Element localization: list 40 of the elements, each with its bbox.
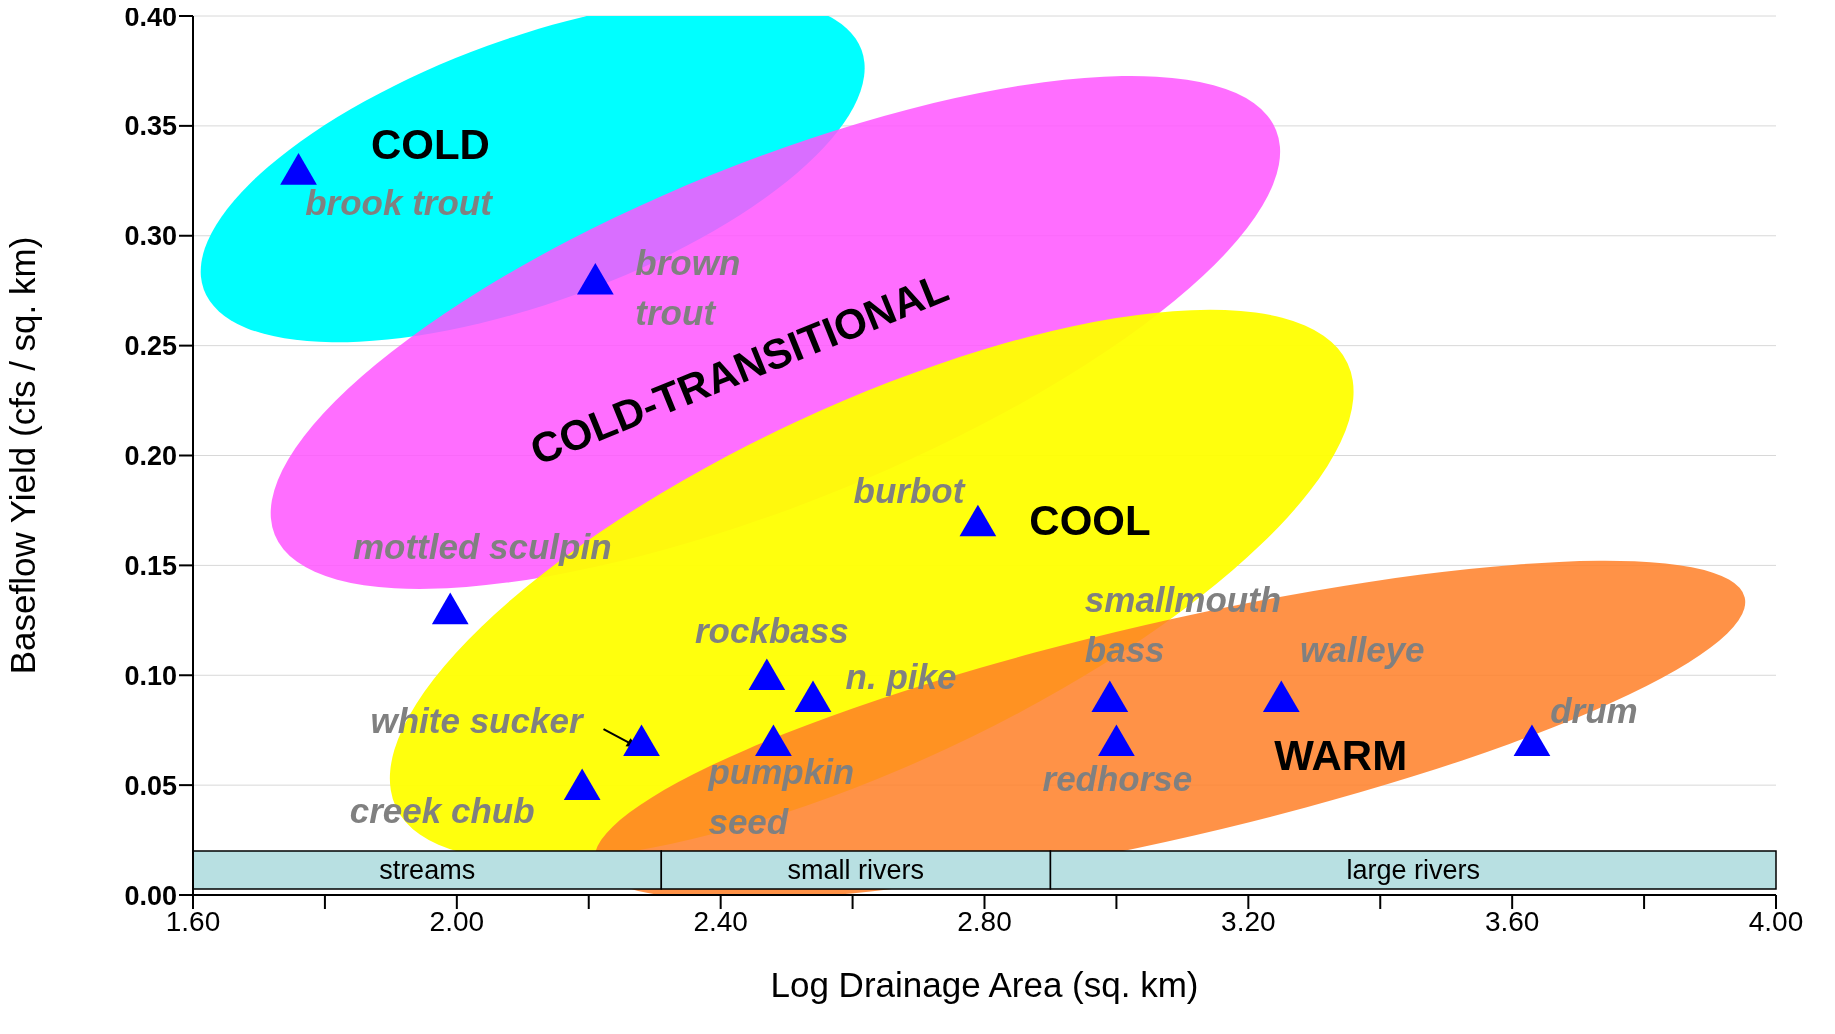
- band-label: large rivers: [1346, 855, 1480, 885]
- x-tick-label: 2.40: [693, 905, 748, 937]
- point: [959, 504, 997, 537]
- annotation: WARM: [1274, 731, 1408, 779]
- point: [431, 592, 469, 625]
- y-tick-label: 0.30: [124, 221, 177, 252]
- x-axis-title: Log Drainage Area (sq. km): [770, 965, 1199, 1004]
- annotation: burbot: [853, 471, 966, 511]
- y-tick-label: 0.35: [124, 111, 177, 142]
- point: [1091, 680, 1129, 713]
- x-tick-label: 3.20: [1221, 905, 1276, 937]
- annotation: COOL: [1029, 496, 1151, 544]
- x-tick-label: 2.00: [429, 905, 485, 937]
- band-label: streams: [379, 855, 476, 885]
- point: [623, 724, 660, 757]
- point: [794, 680, 832, 713]
- point: [755, 724, 792, 757]
- y-tick-label: 0.10: [124, 660, 177, 691]
- annotation: walleye: [1300, 630, 1425, 670]
- y-tick-label: 0.15: [124, 550, 177, 581]
- annotation: n. pike: [845, 657, 957, 697]
- annotation: redhorse: [1042, 759, 1193, 799]
- x-tick-label: 3.60: [1484, 905, 1540, 937]
- x-tick-label: 4.00: [1748, 905, 1804, 937]
- point: [563, 768, 601, 800]
- annotation: rockbass: [694, 611, 849, 651]
- band-label: small rivers: [787, 855, 925, 885]
- y-axis-title: Baseflow Yield (cfs / sq. km): [3, 236, 43, 675]
- annotation: COLD: [370, 120, 490, 168]
- annotation: brook trout: [305, 182, 494, 222]
- y-tick-label: 0.05: [124, 770, 177, 801]
- point: [1513, 724, 1551, 757]
- point: [1262, 680, 1300, 713]
- y-tick-label: 0.25: [124, 331, 177, 362]
- y-tick-label: 0.20: [124, 441, 177, 472]
- point: [280, 153, 317, 185]
- annotation: pumpkin seed: [707, 752, 855, 842]
- point: [1098, 724, 1135, 757]
- point: [748, 658, 786, 691]
- x-tick-label: 2.80: [957, 905, 1012, 937]
